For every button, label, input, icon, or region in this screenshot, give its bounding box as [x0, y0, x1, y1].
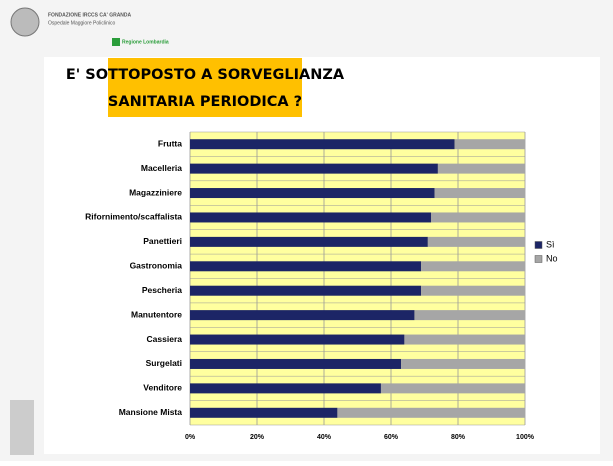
y-tick-label: Magazziniere: [129, 187, 182, 197]
bar-segment: [190, 237, 428, 247]
bar-segment: [404, 335, 525, 345]
x-tick-label: 40%: [317, 434, 332, 441]
y-tick-label: Cassiera: [147, 334, 183, 344]
y-tick-label: Panettieri: [143, 236, 182, 246]
region-logo: [112, 38, 120, 46]
bar-segment: [455, 139, 525, 149]
bar-segment: [421, 286, 525, 296]
bar-segment: [190, 335, 404, 345]
legend-label: Sì: [546, 239, 555, 249]
x-tick-label: 0%: [185, 434, 196, 441]
y-tick-label: Macelleria: [141, 163, 182, 173]
bar-segment: [190, 286, 421, 296]
slide: FONDAZIONE IRCCS CA' GRANDA Ospedale Mag…: [0, 0, 613, 461]
bar-segment: [438, 164, 525, 174]
side-logo: [10, 400, 34, 455]
bar-segment: [381, 383, 525, 393]
hospital: Ospedale Maggiore Policlinico: [48, 20, 115, 26]
y-tick-label: Rifornimento/scaffalista: [85, 212, 182, 222]
y-tick-label: Surgelati: [146, 358, 182, 368]
legend-swatch: [535, 242, 542, 249]
bar-segment: [428, 237, 525, 247]
legend-label: No: [546, 253, 558, 263]
institution: FONDAZIONE IRCCS CA' GRANDA: [48, 12, 132, 18]
bar-segment: [401, 359, 525, 369]
x-tick-label: 80%: [451, 434, 466, 441]
bar-segment: [190, 408, 337, 418]
y-tick-label: Venditore: [143, 383, 182, 393]
logo: [11, 8, 39, 36]
y-tick-label: Manutentore: [131, 309, 182, 319]
bar-segment: [421, 261, 525, 271]
y-tick-label: Gastronomia: [130, 261, 183, 271]
bar-segment: [435, 188, 525, 198]
bar-segment: [431, 212, 525, 222]
bar-segment: [337, 408, 525, 418]
bar-segment: [190, 310, 414, 320]
legend-swatch: [535, 256, 542, 263]
chart-title: E' SOTTOPOSTO A SORVEGLIANZA: [66, 67, 345, 83]
bar-segment: [190, 383, 381, 393]
bar-segment: [190, 261, 421, 271]
y-tick-label: Frutta: [158, 138, 182, 148]
bar-segment: [190, 164, 438, 174]
bar-segment: [190, 188, 435, 198]
region: Regione Lombardia: [122, 39, 169, 45]
y-tick-label: Mansione Mista: [119, 407, 183, 417]
x-tick-label: 100%: [516, 434, 535, 441]
x-tick-label: 60%: [384, 434, 399, 441]
x-tick-label: 20%: [250, 434, 265, 441]
y-tick-label: Pescheria: [142, 285, 182, 295]
bar-segment: [190, 212, 431, 222]
bar-segment: [414, 310, 525, 320]
chart-title: SANITARIA PERIODICA ?: [108, 94, 302, 110]
bar-segment: [190, 359, 401, 369]
bar-segment: [190, 139, 455, 149]
